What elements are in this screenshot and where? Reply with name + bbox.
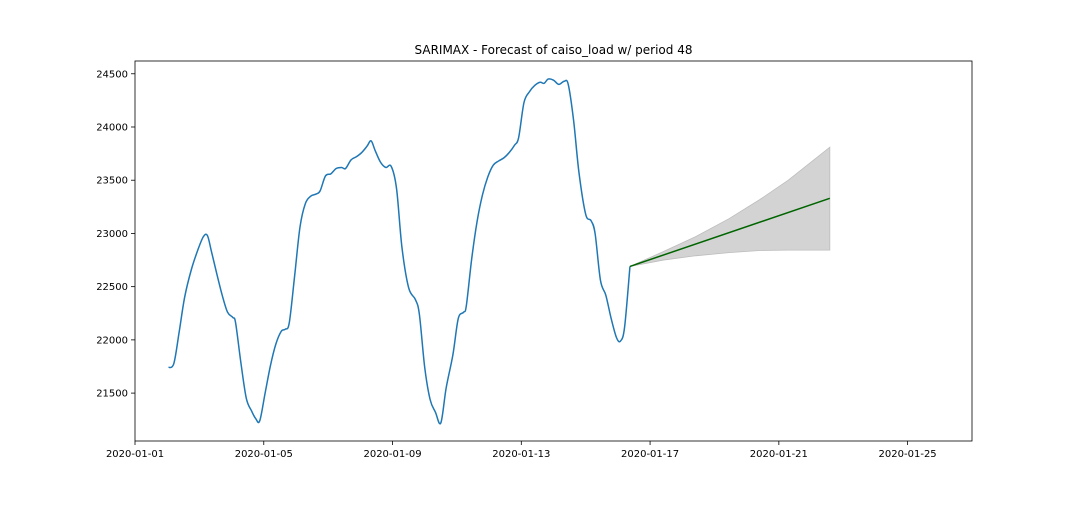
x-tick-label: 2020-01-25 [879, 449, 937, 460]
y-tick-label: 23500 [96, 176, 128, 187]
forecast-series-line [629, 197, 831, 268]
observed-series-line [168, 78, 631, 425]
plot-area-frame [134, 60, 973, 442]
y-tick-label: 24500 [96, 69, 128, 80]
axes-layer: 2020-01-01 2020-01-05 2020-01-09 2020-01-13… [96, 60, 973, 460]
y-tick-label: 21500 [96, 389, 128, 400]
x-tick-label: 2020-01-21 [750, 449, 808, 460]
x-tick-label: 2020-01-13 [492, 449, 550, 460]
y-tick-label: 22500 [96, 282, 128, 293]
x-tick-label: 2020-01-01 [106, 449, 164, 460]
x-tick-label: 2020-01-17 [621, 449, 679, 460]
x-tick-label: 2020-01-05 [235, 449, 293, 460]
chart-title: SARIMAX - Forecast of caiso_load w/ peri… [415, 43, 693, 57]
y-tick-label: 24000 [96, 122, 128, 133]
series-layer [168, 78, 831, 425]
y-tick-label: 22000 [96, 335, 128, 346]
x-tick-label: 2020-01-09 [363, 449, 421, 460]
y-tick-label: 23000 [96, 229, 128, 240]
